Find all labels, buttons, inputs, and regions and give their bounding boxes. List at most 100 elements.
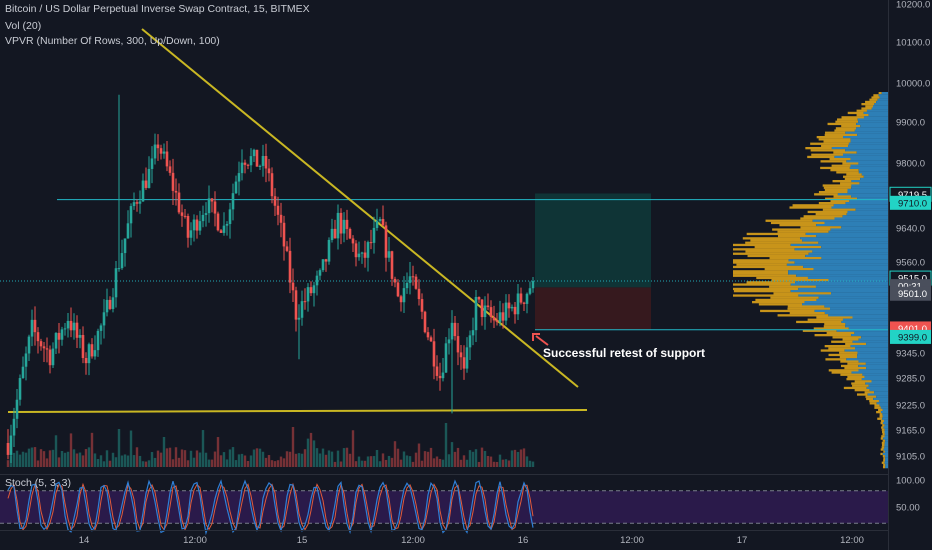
- candle-body: [435, 366, 439, 376]
- candle-body: [264, 155, 268, 169]
- vpvr-row-up: [878, 92, 882, 95]
- candle-body: [177, 192, 181, 213]
- volume-bar: [18, 454, 22, 467]
- volume-bar: [99, 455, 103, 467]
- vpvr-row-down: [884, 446, 888, 449]
- vpvr-row-down: [828, 314, 888, 317]
- candle-body: [102, 312, 106, 326]
- volume-bar: [300, 453, 304, 467]
- vpvr-row-down: [882, 413, 888, 416]
- candle-body: [288, 250, 292, 283]
- vpvr-row-down: [786, 263, 888, 266]
- volume-bar: [6, 460, 10, 467]
- candle-body: [345, 219, 349, 229]
- vpvr-row-up: [777, 314, 829, 317]
- volume-bar: [282, 458, 286, 467]
- volume-bar: [288, 451, 292, 467]
- vpvr-row-down: [850, 138, 888, 141]
- price-badge-teal: [890, 329, 931, 344]
- vpvr-row-down: [858, 369, 888, 372]
- candle-body: [318, 270, 322, 276]
- vpvr-row-up: [787, 305, 825, 308]
- volume-bar: [348, 453, 352, 467]
- vpvr-row-up: [823, 325, 846, 328]
- volume-legend[interactable]: Vol (20): [5, 20, 42, 32]
- vpvr-row-up: [881, 435, 885, 438]
- volume-bar: [285, 451, 289, 467]
- volume-bar: [333, 461, 337, 467]
- vpvr-row-down: [866, 342, 888, 346]
- vpvr-row-down: [869, 389, 888, 392]
- vpvr-row-down: [885, 457, 888, 460]
- vpvr-row-up: [747, 254, 806, 258]
- vpvr-row-down: [802, 303, 888, 306]
- vpvr-row-up: [802, 329, 837, 332]
- candle-body: [66, 320, 70, 329]
- candle-body: [87, 344, 91, 364]
- candle-body: [522, 302, 526, 304]
- candle-body: [441, 372, 445, 379]
- annotation-arrow: [535, 335, 549, 346]
- vpvr-row-down: [851, 371, 888, 374]
- symbol-title[interactable]: Bitcoin / US Dollar Perpetual Inverse Sw…: [5, 3, 310, 15]
- candle-body: [375, 220, 379, 228]
- candle-body: [330, 228, 334, 240]
- vpvr-row-down: [858, 162, 888, 165]
- vpvr-row-down: [845, 131, 888, 134]
- vpvr-row-down: [863, 116, 888, 119]
- volume-bar: [498, 454, 502, 467]
- candle-body: [93, 350, 97, 357]
- price-tick-label: 9345.0: [896, 349, 925, 360]
- volume-bar: [15, 450, 19, 467]
- vpvr-row-down: [846, 358, 888, 361]
- vpvr-row-down: [884, 430, 888, 434]
- vpvr-row-down: [851, 334, 888, 337]
- vpvr-row-up: [773, 292, 832, 295]
- vpvr-row-up: [882, 433, 885, 436]
- vpvr-row-down: [860, 177, 888, 181]
- candle-body: [162, 151, 166, 154]
- vpvr-row-up: [881, 441, 885, 445]
- vpvr-row-down: [876, 100, 888, 104]
- candle-body: [159, 148, 163, 154]
- vpvr-row-down: [788, 270, 888, 273]
- candle-body: [165, 151, 169, 167]
- vpvr-row-up: [777, 230, 829, 233]
- vpvr-row-up: [840, 182, 860, 185]
- vpvr-row-up: [805, 147, 832, 150]
- horizontal-support-trendline: [7, 409, 588, 413]
- vpvr-row-down: [818, 296, 888, 299]
- volume-bar: [30, 447, 34, 467]
- candle-body: [468, 335, 472, 348]
- candle-body: [282, 222, 286, 247]
- candle-body: [294, 290, 298, 320]
- vpvr-row-up: [880, 452, 883, 456]
- volume-bar: [483, 450, 487, 467]
- vpvr-row-up: [851, 382, 866, 385]
- volume-bar: [75, 453, 79, 467]
- vpvr-row-down: [876, 402, 888, 405]
- vpvr-row-down: [884, 441, 888, 445]
- volume-bar: [264, 457, 268, 467]
- vpvr-row-up: [844, 177, 861, 181]
- candle-body: [474, 296, 478, 331]
- vpvr-row-down: [857, 351, 888, 354]
- candle-body: [21, 366, 25, 379]
- vpvr-legend[interactable]: VPVR (Number Of Rows, 300, Up/Down, 100): [5, 35, 220, 47]
- vpvr-row-up: [831, 371, 852, 374]
- vpvr-row-down: [884, 444, 888, 447]
- vpvr-row-down: [831, 147, 888, 150]
- vpvr-row-up: [840, 364, 859, 368]
- candles: [6, 94, 535, 463]
- vpvr-row-up: [807, 210, 848, 214]
- candle-body: [186, 216, 190, 238]
- stoch-legend[interactable]: Stoch (5, 3, 3): [5, 477, 71, 489]
- annotation: Successful retest of support: [532, 333, 705, 360]
- vpvr-row-up: [864, 391, 875, 394]
- candle-body: [192, 219, 196, 231]
- volume-bar: [375, 449, 379, 467]
- candle-body: [144, 180, 148, 188]
- vpvr-row-down: [878, 94, 888, 97]
- vpvr-row-up: [811, 153, 844, 156]
